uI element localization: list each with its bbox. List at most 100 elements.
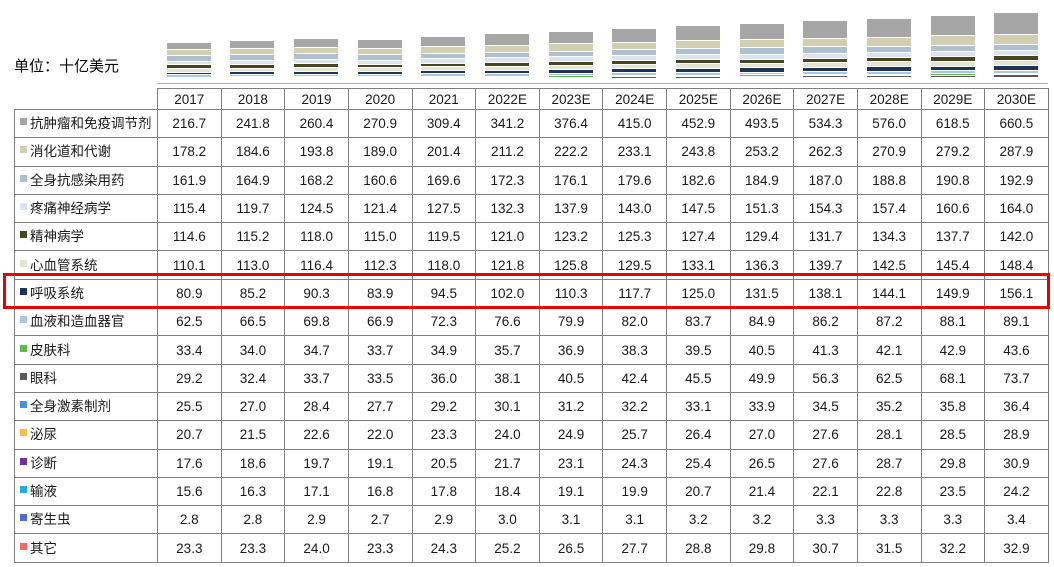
value-cell: 33.4 <box>157 335 222 365</box>
value-cell: 124.5 <box>284 193 349 224</box>
value-cell: 115.0 <box>347 222 413 252</box>
bar-segment <box>930 57 975 62</box>
bar-segment <box>803 82 848 83</box>
bar-segment <box>485 34 530 46</box>
bar-segment <box>294 59 339 65</box>
bar-segment <box>803 38 848 48</box>
bar-segment <box>930 81 975 83</box>
bar-segment <box>930 81 975 82</box>
value-cell: 94.5 <box>411 278 477 309</box>
bar-segment <box>612 61 657 66</box>
value-cell: 260.4 <box>284 108 349 139</box>
value-cell: 42.4 <box>602 363 667 393</box>
bar-segment <box>421 36 466 48</box>
bar-segment <box>866 78 911 80</box>
series-name-label: 寄生虫 <box>30 512 71 528</box>
value-cell: 24.0 <box>475 420 540 450</box>
value-cell: 21.7 <box>475 448 540 478</box>
value-cell: 114.6 <box>157 222 222 252</box>
value-cell: 233.1 <box>602 137 667 167</box>
value-cell: 42.1 <box>856 335 922 365</box>
row-label-inner: 心血管系统 <box>16 258 157 273</box>
bar-segment <box>803 81 848 82</box>
value-cell: 161.9 <box>157 165 222 195</box>
bar-segment <box>294 64 339 68</box>
value-cell: 131.7 <box>793 222 858 252</box>
value-cell: 86.2 <box>793 307 858 337</box>
value-cell: 27.0 <box>220 391 286 422</box>
series-name-label: 皮肤科 <box>30 342 71 358</box>
value-cell: 182.6 <box>666 165 731 195</box>
row-label-inner: 抗肿瘤和免疫调节剂 <box>16 116 157 131</box>
bar-segment <box>230 81 275 82</box>
data-table-wrap: 2017 2018 2019 2020 2021 2022E 2023E 2024E 2025E… <box>14 88 1049 563</box>
table-row: 眼科 29.2 32.4 33.7 33.5 36.0 38.1 40.5 42.4 45.5 49… <box>14 363 1049 393</box>
value-cell: 69.8 <box>284 307 349 337</box>
row-label-cell: 寄生虫 <box>14 505 158 535</box>
row-label-inner: 寄生虫 <box>16 512 157 528</box>
table-row: 消化道和代谢 178.2 184.6 193.8 189.0 201.4 211.2 222.… <box>14 137 1049 167</box>
value-cell: 31.2 <box>538 391 604 422</box>
bar-segment <box>421 74 466 77</box>
chart-bar-slot <box>793 0 857 83</box>
value-cell: 110.3 <box>538 278 604 309</box>
bar-segment <box>166 81 211 83</box>
value-cell: 28.4 <box>284 391 349 422</box>
series-color-swatch <box>20 316 27 324</box>
bar-segment <box>357 78 402 80</box>
series-color-swatch <box>20 457 27 465</box>
bar-segment <box>612 50 657 57</box>
bar-segment <box>548 77 593 79</box>
bar-segment <box>421 80 466 81</box>
chart-bar-slot <box>348 0 412 83</box>
bar-segment <box>612 56 657 62</box>
value-cell: 160.6 <box>920 193 986 224</box>
row-label-inner: 精神病学 <box>16 229 157 244</box>
chart-bar-slot <box>475 0 539 83</box>
value-cell: 534.3 <box>793 108 858 139</box>
year-header-cell: 2020 <box>347 88 413 110</box>
bar-segment <box>930 75 975 78</box>
value-cell: 415.0 <box>602 108 667 139</box>
value-cell: 117.7 <box>602 278 667 309</box>
bar-segment <box>230 60 275 65</box>
value-cell: 39.5 <box>666 335 731 365</box>
bar-segment <box>930 80 975 82</box>
value-cell: 112.3 <box>347 250 413 280</box>
data-table: 2017 2018 2019 2020 2021 2022E 2023E 2024E 2025E… <box>14 88 1049 563</box>
value-cell: 34.9 <box>411 335 477 365</box>
bar-segment <box>548 78 593 80</box>
value-cell: 29.2 <box>411 391 477 422</box>
series-name-label: 泌尿 <box>30 427 57 443</box>
row-label-inner: 泌尿 <box>16 427 157 443</box>
row-label-cell: 疼痛神经病学 <box>14 193 158 224</box>
bar-segment <box>866 37 911 47</box>
stacked-bar <box>294 39 339 83</box>
row-label-cell: 其它 <box>14 533 158 563</box>
year-header-cell: 2030E <box>984 88 1049 110</box>
row-label-inner: 其它 <box>16 541 157 556</box>
value-cell: 88.1 <box>920 307 986 337</box>
chart-bar-slot <box>666 0 730 83</box>
bar-segment <box>294 47 339 55</box>
bar-segment <box>357 72 402 75</box>
value-cell: 23.3 <box>411 420 477 450</box>
bar-segment <box>548 80 593 82</box>
value-cell: 168.2 <box>284 165 349 195</box>
bar-segment <box>803 58 848 64</box>
value-cell: 493.5 <box>729 108 795 139</box>
value-cell: 241.8 <box>220 108 286 139</box>
value-cell: 23.3 <box>347 533 413 563</box>
bar-segment <box>485 52 530 59</box>
value-cell: 29.8 <box>920 448 986 478</box>
chart-bar-slot <box>857 0 921 83</box>
value-cell: 131.5 <box>729 278 795 309</box>
value-cell: 25.5 <box>157 391 222 422</box>
stacked-bar <box>739 23 784 83</box>
value-cell: 17.6 <box>157 448 222 478</box>
bar-segment <box>739 54 784 60</box>
value-cell: 172.3 <box>475 165 540 195</box>
row-label-cell: 诊断 <box>14 448 158 478</box>
stacked-bar <box>421 36 466 83</box>
value-cell: 184.9 <box>729 165 795 195</box>
